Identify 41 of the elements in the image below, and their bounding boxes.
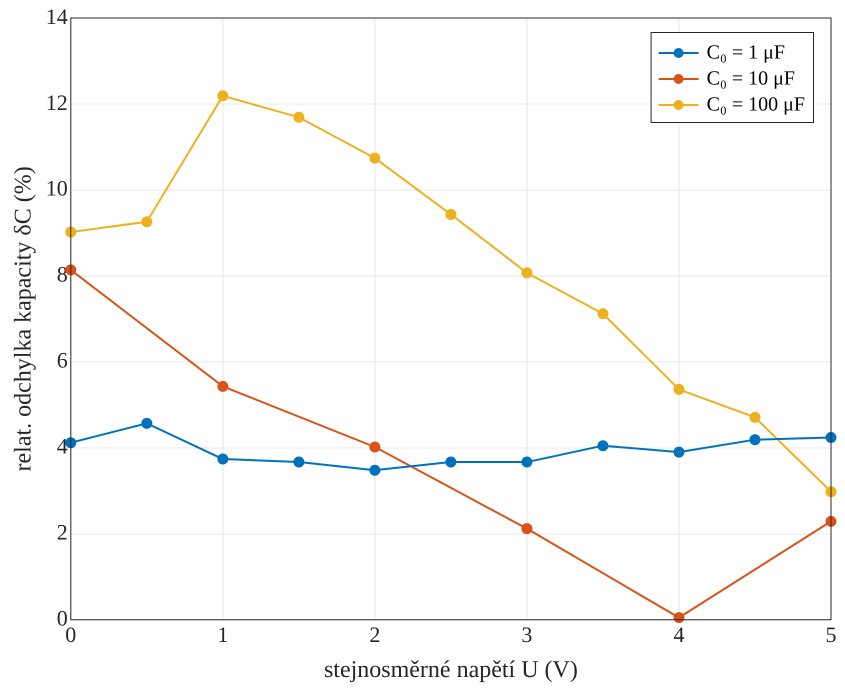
point — [217, 90, 228, 102]
y-tick-label: 8 — [56, 262, 68, 287]
point — [369, 464, 380, 476]
point — [293, 456, 304, 468]
point — [826, 516, 836, 527]
x-tick-label: 5 — [826, 622, 836, 647]
y-axis-title: relat. odchylka kapacity δC (%) — [10, 166, 37, 472]
point — [141, 216, 152, 228]
point — [673, 612, 684, 624]
point — [369, 442, 380, 452]
y-tick-label: 6 — [56, 348, 68, 373]
x-tick-label: 3 — [521, 622, 532, 647]
point — [673, 384, 684, 395]
point — [141, 418, 152, 429]
point — [217, 454, 228, 465]
point — [521, 267, 532, 278]
point — [521, 523, 532, 534]
legend-label: C₀ = 100 μF — [706, 93, 805, 116]
y-tick-label: 10 — [46, 176, 68, 201]
x-tick-label: 4 — [673, 622, 684, 647]
point — [597, 308, 608, 320]
x-tick-label: 2 — [369, 622, 380, 647]
x-tick-label: 1 — [217, 622, 228, 647]
x-axis-title: stejnosměrné napětí U (V) — [324, 656, 578, 683]
point — [217, 380, 228, 392]
point — [749, 434, 760, 446]
point — [597, 440, 608, 452]
point — [445, 456, 456, 468]
point — [445, 208, 456, 220]
point — [369, 152, 380, 164]
point — [293, 112, 304, 123]
point — [749, 412, 760, 423]
point — [521, 456, 532, 468]
legend-label: C₀ = 10 μF — [706, 67, 795, 90]
y-tick-label: 4 — [56, 434, 68, 459]
point — [673, 446, 684, 458]
y-tick-label: 2 — [56, 520, 68, 545]
y-tick-label: 12 — [46, 90, 68, 115]
y-tick-label: 14 — [46, 4, 68, 29]
legend-label: C₀ = 1 μF — [706, 41, 785, 64]
y-tick-label: 0 — [56, 606, 68, 631]
